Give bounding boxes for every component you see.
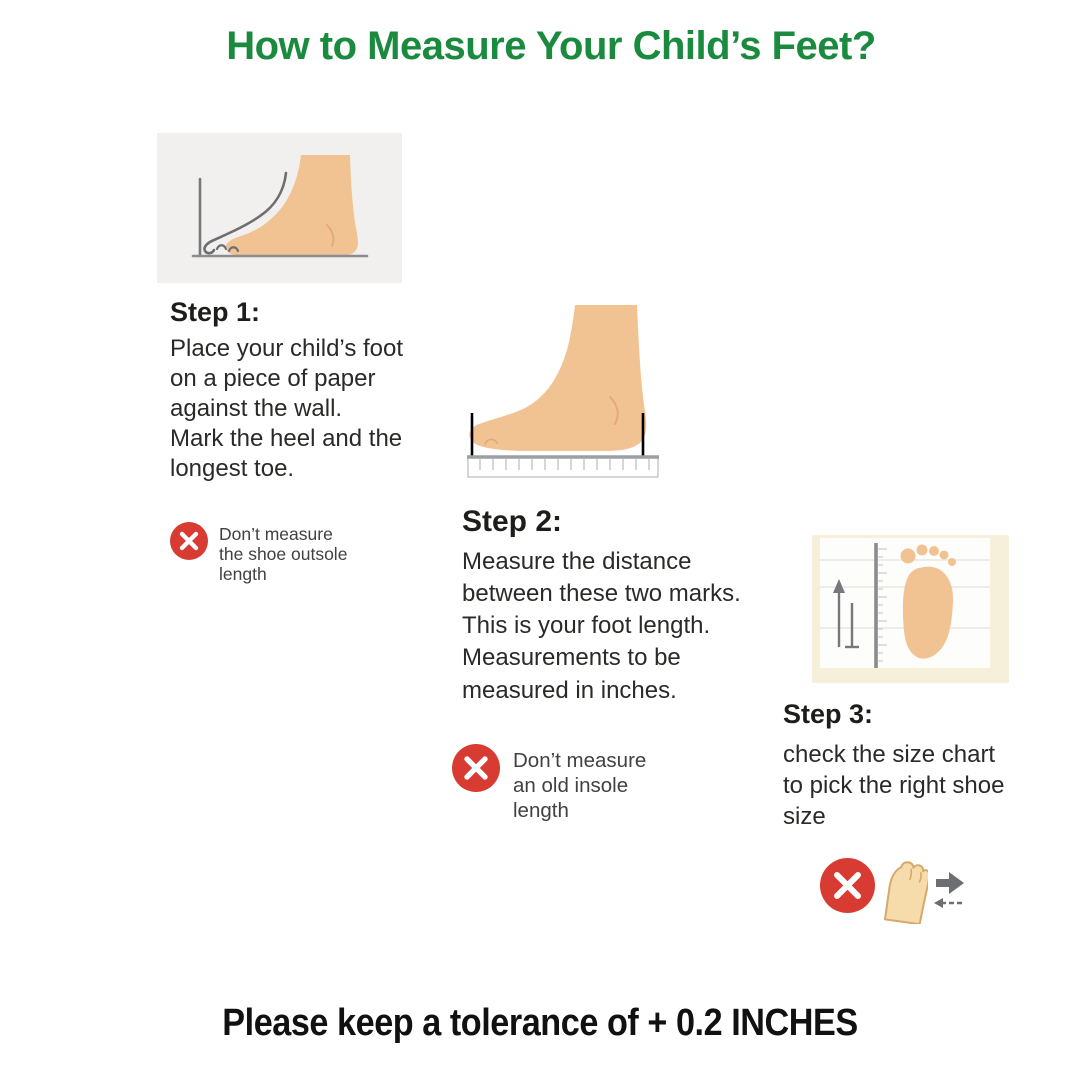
x-circle-icon [452,744,500,792]
step2-warning-text: Don’t measure an old insole length [513,749,647,822]
x-circle-icon [820,858,875,913]
step2-warning: Don’t measure an old insole length [452,744,672,823]
step3-warning-icons [820,858,990,924]
step2-paragraph: Measure the distance between these two m… [462,548,741,704]
step3-heading: Step 3: [783,699,874,729]
step2-illustration-foot-on-ruler [452,297,667,492]
step1-warning: Don’t measure the shoe outsole length [170,522,360,585]
step1-warning-text: Don’t measure the shoe outsole length [219,524,348,584]
length-arrows-icon [934,872,964,908]
tolerance-text: Please keep a tolerance of + 0.2 INCHES [222,1002,858,1044]
step1-illustration-foot-against-wall [157,133,402,288]
foot-measuring-board-icon [812,535,1009,683]
half-foot-icon [884,861,928,924]
x-circle-icon [170,522,208,560]
footer-note: Please keep a tolerance of + 0.2 INCHES [0,1002,1080,1045]
step1-paragraph-2: Mark the heel and the longest toe. [170,425,403,482]
foot-on-ruler-icon [467,305,659,478]
page-title: How to Measure Your Child’s Feet? [226,24,876,68]
step2-heading: Step 2: [462,505,563,538]
step3-illustration-measuring-board [812,535,1009,688]
step1-heading: Step 1: [170,297,261,327]
step3-paragraph: check the size chart to pick the right s… [783,741,1005,831]
step1-paragraph-1: Place your child’s foot on a piece of pa… [170,335,404,422]
foot-against-wall-icon [157,133,402,283]
